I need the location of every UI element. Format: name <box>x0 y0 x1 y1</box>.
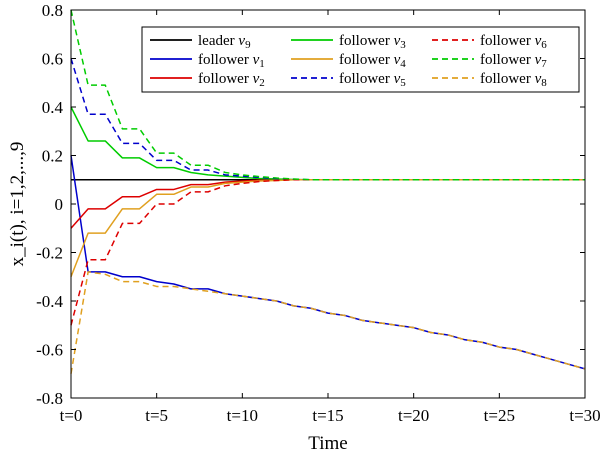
legend-label-2: follower v1 <box>198 52 265 70</box>
x-tick-label-2: t=10 <box>227 406 258 425</box>
legend-label-9: follower v8 <box>480 71 547 89</box>
legend-label-6: follower v5 <box>339 71 406 89</box>
y-tick-label-8: -0.8 <box>36 389 63 408</box>
series-line-8 <box>70 9 585 181</box>
legend-label-7: follower v6 <box>480 33 547 51</box>
x-tick-labels: t=0 t=5 t=10 t=15 t=20 t=25 t=30 <box>60 406 601 425</box>
series-line-9 <box>70 271 586 374</box>
y-tick-label-1: 0.6 <box>42 50 63 69</box>
legend-label-4: follower v3 <box>339 33 406 51</box>
y-tick-label-4: 0 <box>55 195 64 214</box>
ticks-layer <box>70 9 586 399</box>
y-tick-label-6: -0.4 <box>36 292 63 311</box>
y-tick-label-0: 0.8 <box>42 1 63 20</box>
x-tick-label-0: t=0 <box>60 406 83 425</box>
legend-label-8: follower v7 <box>480 52 547 70</box>
legend-label-5: follower v4 <box>339 52 406 70</box>
y-tick-label-5: -0.2 <box>36 244 63 263</box>
x-tick-label-3: t=15 <box>312 406 343 425</box>
x-tick-label-4: t=20 <box>398 406 429 425</box>
legend-label-3: follower v2 <box>198 71 265 89</box>
x-tick-label-1: t=5 <box>145 406 168 425</box>
y-tick-label-7: -0.6 <box>36 341 63 360</box>
legend-box <box>141 26 580 93</box>
y-tick-label-3: 0.2 <box>42 147 63 166</box>
legend-label-1: leader v9 <box>198 33 251 51</box>
y-tick-label-2: 0.4 <box>42 98 64 117</box>
x-axis-label: Time <box>308 433 347 454</box>
series-layer <box>70 9 586 374</box>
x-tick-label-6: t=30 <box>569 406 600 425</box>
x-tick-label-5: t=25 <box>484 406 515 425</box>
y-tick-labels: 0.8 0.6 0.4 0.2 0 -0.2 -0.4 -0.6 -0.8 <box>36 1 63 408</box>
y-axis-label: x_i(t), i=1,2,...,9 <box>7 142 28 267</box>
